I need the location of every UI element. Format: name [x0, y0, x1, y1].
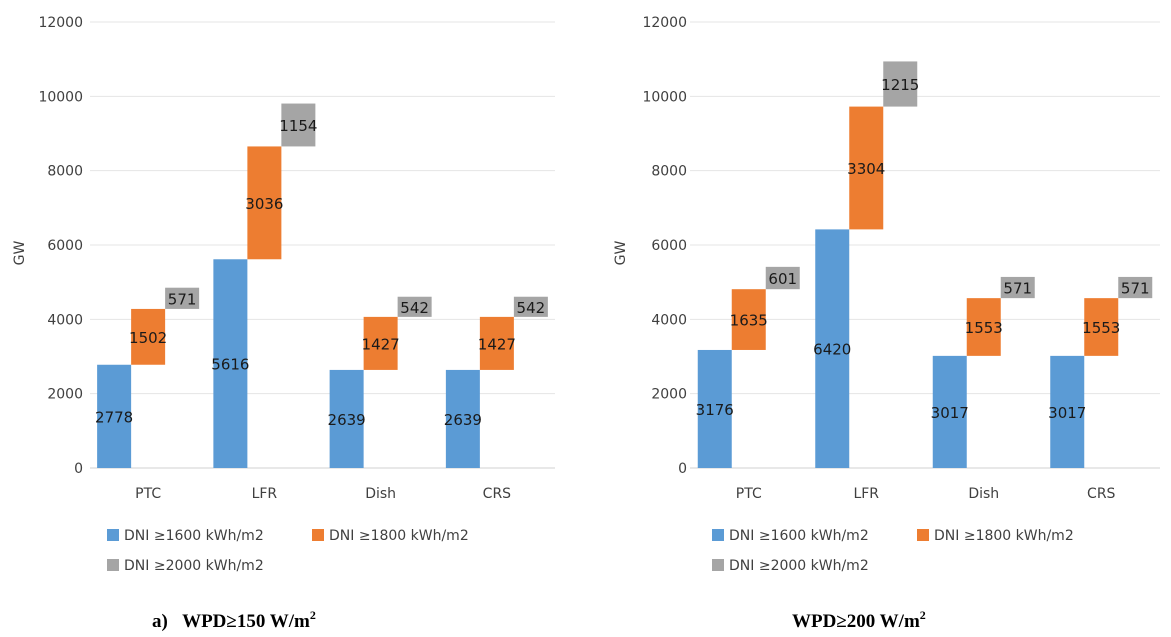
data-label: 1215 [881, 76, 919, 94]
data-label: 3304 [847, 160, 885, 178]
legend-swatch [107, 559, 119, 571]
bar-dni1800-ptc [131, 308, 166, 365]
y-tick-label: 2000 [651, 387, 687, 403]
y-axis-label: GW [613, 241, 629, 266]
bar-dni1800-dish [966, 298, 1001, 356]
data-label: 3017 [931, 404, 969, 422]
y-tick-label: 10000 [642, 89, 687, 105]
bar-dni1600-dish [932, 355, 967, 468]
y-tick-label: 4000 [47, 312, 83, 328]
bar-dni2000-dish [1000, 276, 1035, 299]
data-label: 1553 [965, 319, 1003, 337]
bar-dni1600-ptc [97, 364, 132, 468]
x-tick-label: PTC [135, 486, 161, 502]
x-tick-label: PTC [736, 486, 762, 502]
y-tick-label: 6000 [47, 238, 83, 254]
legend-label: DNI ≥2000 kWh/m2 [729, 558, 869, 574]
y-axis-label: GW [12, 241, 28, 266]
y-tick-label: 12000 [38, 15, 83, 31]
y-tick-label: 0 [74, 461, 83, 477]
bar-dni2000-ptc [765, 266, 800, 290]
x-tick-label: Dish [968, 486, 999, 502]
bar-dni2000-ptc [165, 287, 200, 309]
caption-superscript: 2 [920, 608, 926, 622]
legend-label: DNI ≥1600 kWh/m2 [729, 528, 869, 544]
data-label: 542 [517, 299, 546, 317]
bar-dni1600-lfr [213, 259, 248, 468]
data-label: 601 [768, 270, 797, 288]
bar-dni1800-crs [479, 316, 514, 370]
x-tick-label: CRS [1087, 486, 1116, 502]
legend-swatch [107, 529, 119, 541]
bar-dni1800-dish [363, 316, 398, 370]
legend-label: DNI ≥2000 kWh/m2 [124, 558, 264, 574]
data-label: 1427 [478, 335, 516, 353]
bar-dni2000-crs [1118, 276, 1153, 299]
chart-panel-1: 0 2000 4000 6000 8000 10000 12000 GW 2778 1502 571… [12, 15, 555, 632]
bar-dni2000-dish [397, 296, 432, 317]
bar-dni1600-crs [1050, 355, 1085, 468]
data-label: 1427 [362, 335, 400, 353]
bar-dni1800-lfr [849, 106, 884, 230]
y-tick-label: 8000 [651, 164, 687, 180]
data-label: 571 [1003, 280, 1032, 298]
data-label: 1502 [129, 329, 167, 347]
data-label: 1553 [1082, 319, 1120, 337]
bar-dni1800-lfr [247, 146, 282, 260]
data-label: 542 [400, 299, 429, 317]
panel-caption: WPD≥200 W/m2 [792, 608, 926, 632]
legend-label: DNI ≥1800 kWh/m2 [934, 528, 1074, 544]
legend-label: DNI ≥1600 kWh/m2 [124, 528, 264, 544]
bar-dni1600-lfr [815, 229, 850, 468]
legend-swatch [712, 529, 724, 541]
caption-superscript: 2 [310, 608, 316, 622]
data-label: 2639 [328, 411, 366, 429]
data-label: 6420 [813, 341, 851, 359]
bar-dni2000-lfr [883, 61, 918, 107]
bar-dni1600-ptc [697, 349, 732, 468]
caption-text: WPD≥150 W/m [182, 611, 310, 632]
y-tick-label: 12000 [642, 15, 687, 31]
data-label: 1635 [730, 312, 768, 330]
chart-panel-2: 0 2000 4000 6000 8000 10000 12000 GW 3176 1635 601… [613, 15, 1160, 632]
y-tick-label: 4000 [651, 312, 687, 328]
y-tick-label: 6000 [651, 238, 687, 254]
data-label: 1154 [279, 117, 317, 135]
x-tick-label: LFR [853, 486, 879, 502]
bar-dni1800-ptc [731, 289, 766, 350]
y-tick-label: 8000 [47, 164, 83, 180]
bar-dni2000-lfr [281, 103, 316, 147]
data-label: 3176 [696, 401, 734, 419]
panel-caption: a) WPD≥150 W/m2 [152, 608, 316, 632]
caption-prefix: a) [152, 611, 182, 632]
bar-dni2000-crs [513, 296, 548, 317]
bar-dni1600-crs [445, 369, 480, 468]
data-label: 2639 [444, 411, 482, 429]
data-label: 3017 [1048, 404, 1086, 422]
legend-swatch [312, 529, 324, 541]
y-tick-label: 0 [678, 461, 687, 477]
legend-swatch [917, 529, 929, 541]
data-label: 2778 [95, 408, 133, 426]
y-tick-label: 2000 [47, 387, 83, 403]
caption-text: WPD≥200 W/m [792, 611, 920, 632]
legend-label: DNI ≥1800 kWh/m2 [329, 528, 469, 544]
y-tick-label: 10000 [38, 89, 83, 105]
legend-swatch [712, 559, 724, 571]
x-tick-label: LFR [252, 486, 278, 502]
x-tick-label: CRS [483, 486, 512, 502]
data-label: 5616 [211, 356, 249, 374]
data-label: 571 [1121, 280, 1150, 298]
data-label: 3036 [245, 195, 283, 213]
bar-dni1600-dish [329, 369, 364, 468]
data-label: 571 [168, 290, 197, 308]
x-tick-label: Dish [365, 486, 396, 502]
bar-dni1800-crs [1084, 298, 1119, 356]
